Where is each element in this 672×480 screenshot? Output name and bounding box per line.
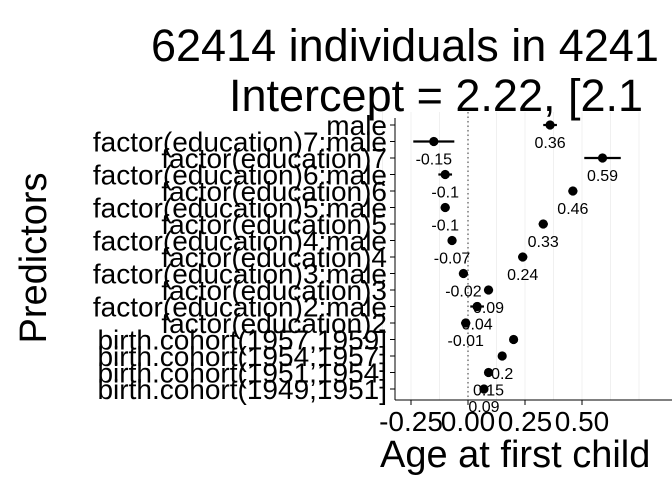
estimate-point [458,268,469,279]
estimate-point [545,120,555,130]
chart-title-line-1: 62414 individuals in 4241 [151,20,659,71]
x-tick-label: 0.50 [555,406,610,437]
estimate-point [479,384,489,394]
estimate-points [429,120,608,394]
predictor-label: factor(education)4:male [93,226,387,257]
value-label: 0.15 [473,383,504,400]
value-label: -0.01 [447,333,484,350]
estimate-point [538,219,548,229]
predictor-label: factor(education)4 [161,242,387,273]
value-label: 0.36 [535,135,566,152]
predictor-label: birth.cohort(1949,1951] [97,374,387,405]
value-labels: 0.36 -0.15 0.59 -0.1 0.46 -0.1 0.33 -0.07 0.24 -0… [416,135,619,416]
value-label: -0.15 [416,152,453,169]
predictor-label: birth.cohort(1954,1957] [97,341,387,372]
predictor-label: factor(education)5:male [93,193,387,224]
value-label: -0.07 [434,251,471,268]
x-tick-label: -0.25 [379,406,443,437]
value-label: 0.59 [587,168,618,185]
value-label: 0.2 [491,366,513,383]
value-label: 0.04 [462,317,493,334]
predictor-label: factor(education)7:male [93,127,387,158]
y-axis-title: Predictors [13,172,55,343]
estimate-point [568,186,578,196]
predictor-label: birth.cohort(1957,1959] [97,325,387,356]
value-label: 0.09 [468,399,499,416]
predictor-label: factor(education)6 [161,176,387,207]
estimate-point [461,318,471,328]
predictor-labels: malefactor(education)7:malefactor(educat… [93,110,387,405]
estimate-point [447,235,457,246]
predictor-label: factor(education)7 [161,143,387,174]
estimate-point [597,153,608,163]
value-label: 0.09 [473,300,504,317]
estimate-point [483,285,494,295]
value-label: 0.24 [507,267,538,284]
predictor-label: factor(education)3:male [93,259,387,290]
value-label: 0.33 [528,234,559,251]
estimate-point [440,169,450,180]
value-label: -0.1 [431,185,459,202]
estimate-point [497,351,507,361]
estimate-point [518,252,528,262]
estimate-point [472,301,482,312]
predictor-label: birth.cohort(1951,1954] [97,358,387,389]
estimate-point [508,334,519,345]
value-label: 0.46 [557,201,588,218]
predictor-label: factor(education)2 [161,308,387,339]
x-tick-label: 0.00 [441,406,496,437]
value-label: -0.1 [431,218,459,235]
value-label: -0.02 [445,284,482,301]
x-axis-title: Age at first child [380,434,650,476]
x-tick-label: 0.25 [498,406,553,437]
predictor-label: factor(education)6:male [93,160,387,191]
estimate-point [483,367,494,378]
chart-title-line-2: Intercept = 2.22, [2.1 [229,70,643,121]
estimate-point [429,136,439,147]
x-axis: -0.250.00 0.25 0.50 [379,399,672,437]
predictor-label: factor(education)2:male [93,292,387,323]
predictor-label: male [326,110,387,141]
y-axis [390,118,396,400]
estimate-point [440,202,450,213]
predictor-label: factor(education)3 [161,275,387,306]
predictor-label: factor(education)5 [161,209,387,240]
